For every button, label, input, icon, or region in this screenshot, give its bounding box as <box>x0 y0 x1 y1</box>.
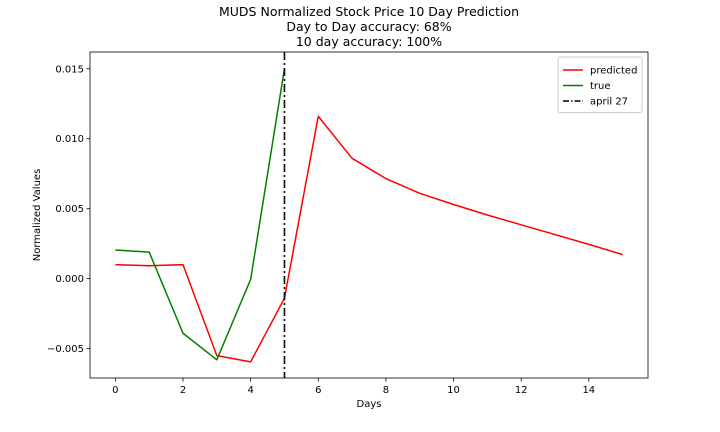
y-tick-label: −0.005 <box>47 344 84 355</box>
axes-spines <box>89 51 649 379</box>
y-tick-label: 0.005 <box>55 204 84 215</box>
chart-title: MUDS Normalized Stock Price 10 Day Predi… <box>219 4 519 49</box>
series-line-true <box>115 68 286 361</box>
y-tick-label: 0.010 <box>55 134 84 145</box>
legend: predicted true april 27 <box>557 56 643 113</box>
chart-title-line-1: MUDS Normalized Stock Price 10 Day Predi… <box>219 4 519 19</box>
x-tick-label: 6 <box>315 385 321 396</box>
x-tick-label: 14 <box>582 385 595 396</box>
legend-label-april-27: april 27 <box>590 97 628 108</box>
y-axis-label: Normalized Values <box>32 169 43 262</box>
series-layer <box>115 68 623 363</box>
chart-title-line-3: 10 day accuracy: 100% <box>296 34 442 49</box>
x-axis-ticks: 0 2 4 6 8 10 12 14 <box>112 378 595 396</box>
y-tick-label: 0.000 <box>55 274 84 285</box>
x-tick-label: 4 <box>247 385 253 396</box>
x-tick-label: 12 <box>515 385 528 396</box>
plot-background <box>90 52 648 378</box>
x-axis-label: Days <box>357 399 382 410</box>
legend-label-predicted: predicted <box>590 66 637 77</box>
plot-area <box>90 52 648 378</box>
series-line-predicted <box>115 115 623 363</box>
x-tick-label: 2 <box>180 385 186 396</box>
axes-frame <box>89 51 649 379</box>
legend-box <box>557 56 643 113</box>
chart-title-line-2: Day to Day accuracy: 68% <box>286 19 451 34</box>
y-axis-ticks: −0.005 0.000 0.005 0.010 0.015 <box>47 64 90 355</box>
x-tick-label: 10 <box>447 385 460 396</box>
x-tick-label: 0 <box>112 385 118 396</box>
legend-label-true: true <box>590 81 611 92</box>
y-tick-label: 0.015 <box>55 64 84 75</box>
x-tick-label: 8 <box>383 385 389 396</box>
